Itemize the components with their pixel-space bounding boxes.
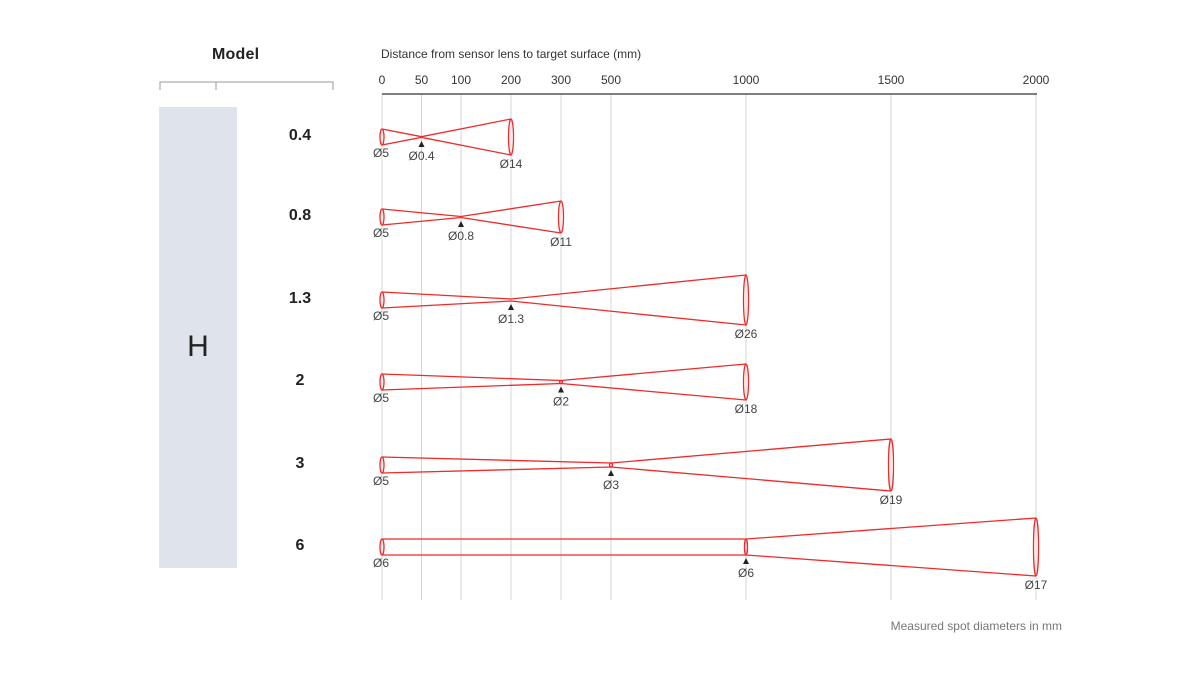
series-letter: H <box>187 330 209 363</box>
end-diameter-label: Ø26 <box>735 327 758 341</box>
tick-label: 300 <box>551 73 571 87</box>
grid-layer <box>381 94 1037 600</box>
model-header: Model <box>212 46 260 63</box>
beam-row: Ø5 Ø1.3 Ø26 <box>373 274 758 341</box>
focus-marker <box>608 470 614 476</box>
end-spot <box>507 118 515 156</box>
focus-marker <box>508 304 514 310</box>
focus-marker <box>558 386 564 393</box>
tick-label: 200 <box>501 73 521 87</box>
start-diameter-label: Ø6 <box>373 556 389 570</box>
focus-diameter-label: Ø2 <box>553 395 569 409</box>
beam-row: Ø6 Ø6 Ø17 <box>373 517 1048 592</box>
start-diameter-label: Ø5 <box>373 474 389 488</box>
tick-layer: 0 50 100 200 300 500 1000 1500 2000 <box>379 73 1050 87</box>
footnote: Measured spot diameters in mm <box>890 619 1062 633</box>
focus-marker <box>418 141 425 147</box>
model-label: 6 <box>295 537 305 554</box>
focus-spot <box>743 538 749 556</box>
series-box <box>159 107 237 568</box>
start-diameter-label: Ø5 <box>373 391 389 405</box>
focus-diameter-label: Ø0.4 <box>408 149 434 163</box>
end-diameter-label: Ø14 <box>500 157 523 171</box>
start-spot <box>379 128 385 146</box>
end-spot <box>742 274 750 326</box>
start-spot <box>379 538 385 556</box>
beam-layer: Ø5 Ø0.4 Ø14 Ø5 Ø0.8 Ø11 Ø5 Ø1.3 Ø26 Ø5 Ø2 Ø18 Ø5 Ø3 Ø1… <box>373 118 1048 592</box>
beam-outline <box>382 517 1037 577</box>
end-spot <box>742 363 750 401</box>
tick-label: 0 <box>379 73 386 87</box>
beam-outline <box>381 438 892 492</box>
model-bracket <box>159 81 334 90</box>
end-diameter-label: Ø17 <box>1025 578 1048 592</box>
end-diameter-label: Ø11 <box>550 235 572 249</box>
model-label: 2 <box>295 372 305 389</box>
tick-label: 500 <box>601 73 621 87</box>
end-spot <box>887 438 895 492</box>
tick-label: 100 <box>451 73 471 87</box>
end-spot <box>1032 517 1040 577</box>
focus-diameter-label: Ø0.8 <box>448 229 474 243</box>
axis-title: Distance from sensor lens to target surf… <box>381 47 641 61</box>
start-diameter-label: Ø5 <box>373 146 389 160</box>
start-diameter-label: Ø5 <box>373 226 389 240</box>
beam-outline <box>381 200 562 234</box>
model-label: 1.3 <box>288 290 312 307</box>
tick-label: 2000 <box>1023 73 1050 87</box>
start-spot <box>379 208 385 226</box>
focus-marker <box>458 221 464 227</box>
model-label: 0.8 <box>288 207 312 224</box>
model-label: 3 <box>295 455 305 472</box>
model-label: 0.4 <box>288 127 312 144</box>
tick-label: 1500 <box>878 73 905 87</box>
beam-outline <box>381 118 512 156</box>
beam-row: Ø5 Ø3 Ø19 <box>373 438 903 507</box>
tick-label: 1000 <box>733 73 760 87</box>
end-diameter-label: Ø18 <box>735 402 758 416</box>
tick-label: 50 <box>415 73 429 87</box>
beam-row: Ø5 Ø2 Ø18 <box>373 363 758 416</box>
start-spot <box>379 291 385 309</box>
focus-spot <box>558 379 564 385</box>
start-spot <box>379 456 385 474</box>
focus-spot <box>608 462 614 468</box>
focus-diameter-label: Ø3 <box>603 478 619 492</box>
beam-outline <box>381 274 747 326</box>
end-diameter-label: Ø19 <box>880 493 903 507</box>
start-diameter-label: Ø5 <box>373 309 389 323</box>
focus-diameter-label: Ø6 <box>738 566 754 580</box>
focus-diameter-label: Ø1.3 <box>498 312 524 326</box>
end-spot <box>557 200 565 234</box>
focus-marker <box>743 558 749 564</box>
beam-row: Ø5 Ø0.8 Ø11 <box>373 200 572 249</box>
start-spot <box>379 373 385 391</box>
beam-row: Ø5 Ø0.4 Ø14 <box>373 118 523 171</box>
